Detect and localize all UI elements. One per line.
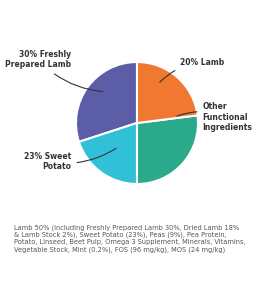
Wedge shape: [137, 116, 198, 184]
Text: 30% Freshly
Prepared Lamb: 30% Freshly Prepared Lamb: [5, 50, 103, 92]
Text: COMPOSITION: COMPOSITION: [76, 11, 198, 26]
Text: Other
Functional
Ingredients: Other Functional Ingredients: [177, 102, 252, 132]
Wedge shape: [137, 62, 198, 123]
Text: 20% Lamb: 20% Lamb: [160, 58, 224, 82]
Wedge shape: [79, 123, 137, 184]
Text: 23% Sweet
Potato: 23% Sweet Potato: [24, 148, 116, 171]
Wedge shape: [76, 62, 137, 142]
Text: Lamb 50% (including Freshly Prepared Lamb 30%, Dried Lamb 18%
& Lamb Stock 2%), : Lamb 50% (including Freshly Prepared Lam…: [14, 224, 245, 253]
